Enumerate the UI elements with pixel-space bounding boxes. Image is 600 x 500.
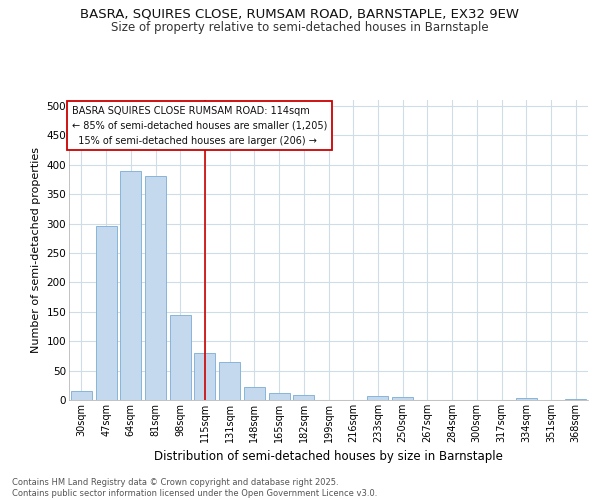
Text: Contains HM Land Registry data © Crown copyright and database right 2025.
Contai: Contains HM Land Registry data © Crown c… bbox=[12, 478, 377, 498]
Y-axis label: Number of semi-detached properties: Number of semi-detached properties bbox=[31, 147, 41, 353]
Bar bbox=[71, 391, 92, 400]
Bar bbox=[516, 398, 537, 400]
Bar bbox=[367, 396, 388, 400]
Bar bbox=[194, 353, 215, 400]
Bar bbox=[244, 387, 265, 400]
Bar bbox=[145, 176, 166, 400]
Bar bbox=[565, 399, 586, 400]
Bar bbox=[120, 170, 141, 400]
Bar bbox=[293, 396, 314, 400]
Text: Size of property relative to semi-detached houses in Barnstaple: Size of property relative to semi-detach… bbox=[111, 21, 489, 34]
Bar bbox=[95, 226, 116, 400]
X-axis label: Distribution of semi-detached houses by size in Barnstaple: Distribution of semi-detached houses by … bbox=[154, 450, 503, 464]
Bar bbox=[269, 393, 290, 400]
Text: BASRA, SQUIRES CLOSE, RUMSAM ROAD, BARNSTAPLE, EX32 9EW: BASRA, SQUIRES CLOSE, RUMSAM ROAD, BARNS… bbox=[80, 8, 520, 20]
Bar bbox=[170, 314, 191, 400]
Bar bbox=[219, 362, 240, 400]
Bar bbox=[392, 397, 413, 400]
Text: BASRA SQUIRES CLOSE RUMSAM ROAD: 114sqm
← 85% of semi-detached houses are smalle: BASRA SQUIRES CLOSE RUMSAM ROAD: 114sqm … bbox=[71, 106, 327, 146]
